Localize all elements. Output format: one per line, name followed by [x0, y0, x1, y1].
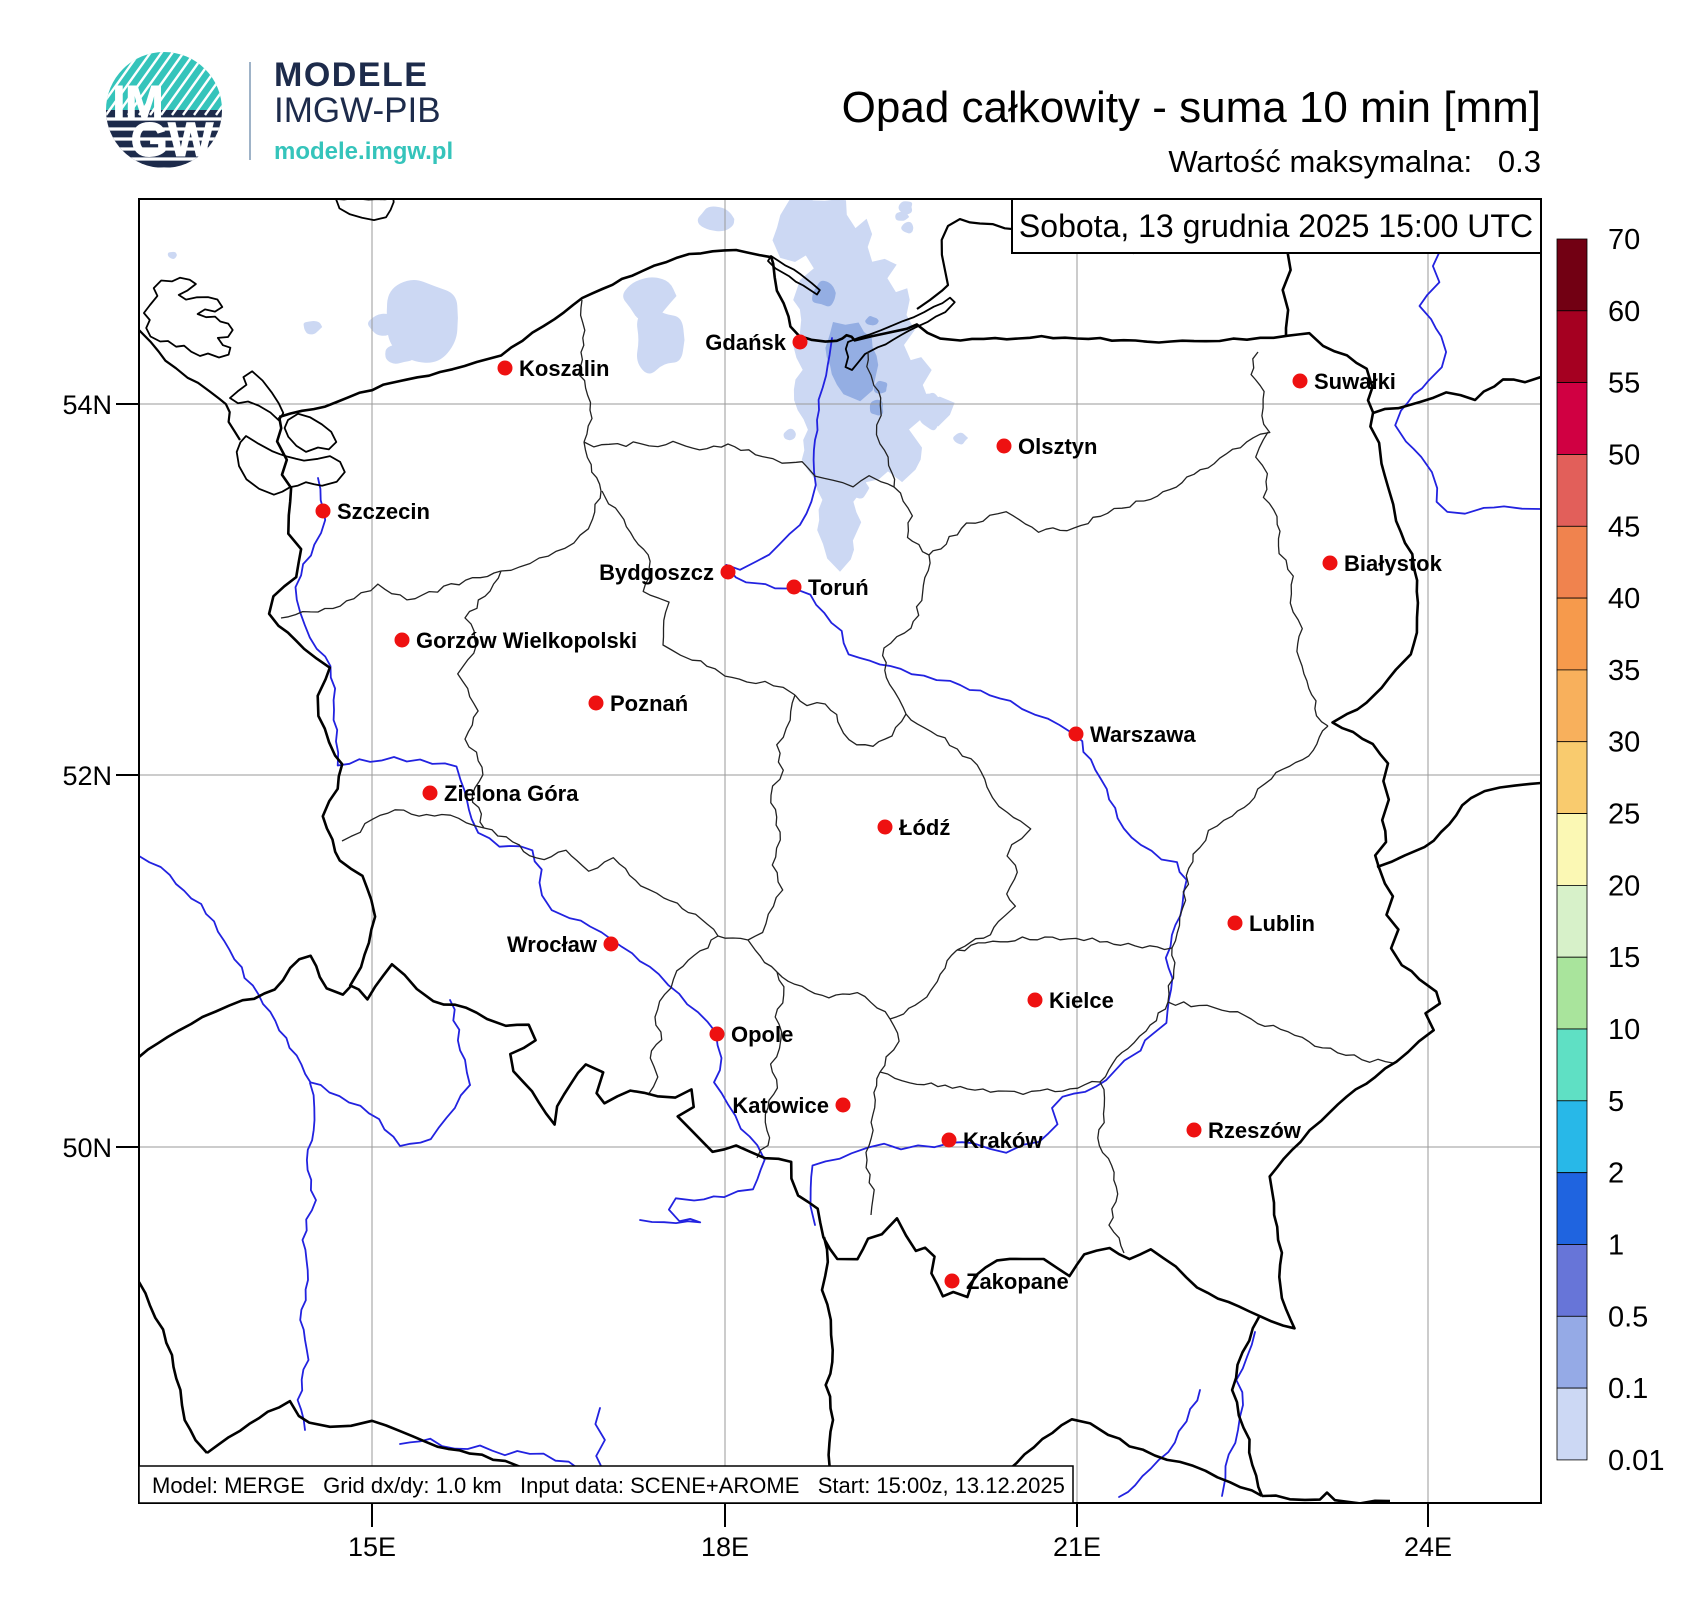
svg-text:70: 70 — [1608, 224, 1640, 256]
svg-text:20: 20 — [1608, 870, 1640, 902]
svg-text:Kraków: Kraków — [963, 1128, 1043, 1153]
svg-text:0.01: 0.01 — [1608, 1445, 1664, 1477]
svg-text:45: 45 — [1608, 511, 1640, 543]
svg-text:MODELE: MODELE — [274, 56, 428, 94]
svg-text:Sobota, 13 grudnia 2025 15:00: Sobota, 13 grudnia 2025 15:00 UTC — [1019, 208, 1533, 244]
svg-text:0.5: 0.5 — [1608, 1301, 1648, 1333]
svg-text:IM: IM — [112, 76, 163, 128]
svg-text:Koszalin: Koszalin — [519, 356, 609, 381]
svg-text:Gdańsk: Gdańsk — [705, 330, 786, 355]
svg-text:Suwałki: Suwałki — [1314, 369, 1396, 394]
svg-text:Warszawa: Warszawa — [1090, 722, 1196, 747]
svg-text:15: 15 — [1608, 942, 1640, 974]
svg-text:15E: 15E — [348, 1532, 396, 1562]
svg-text:5: 5 — [1608, 1086, 1624, 1118]
svg-text:Olsztyn: Olsztyn — [1018, 434, 1097, 459]
svg-text:25: 25 — [1608, 799, 1640, 831]
svg-text:GW: GW — [131, 114, 214, 167]
svg-text:Łódź: Łódź — [899, 815, 950, 840]
svg-text:Szczecin: Szczecin — [337, 499, 430, 524]
svg-text:Bydgoszcz: Bydgoszcz — [599, 560, 714, 585]
svg-text:10: 10 — [1608, 1014, 1640, 1046]
svg-text:40: 40 — [1608, 583, 1640, 615]
svg-text:Poznań: Poznań — [610, 691, 688, 716]
svg-text:18E: 18E — [701, 1532, 749, 1562]
svg-text:21E: 21E — [1053, 1532, 1101, 1562]
svg-text:Toruń: Toruń — [808, 575, 869, 600]
svg-text:Katowice: Katowice — [732, 1093, 829, 1118]
svg-text:Wartość maksymalna: 0.3: Wartość maksymalna: 0.3 — [1168, 144, 1541, 179]
svg-text:modele.imgw.pl: modele.imgw.pl — [274, 138, 453, 165]
svg-text:60: 60 — [1608, 296, 1640, 328]
svg-text:Opole: Opole — [731, 1022, 793, 1047]
svg-text:Zielona Góra: Zielona Góra — [444, 781, 579, 806]
svg-text:30: 30 — [1608, 727, 1640, 759]
svg-text:Lublin: Lublin — [1249, 911, 1315, 936]
svg-text:Wrocław: Wrocław — [507, 932, 598, 957]
svg-text:55: 55 — [1608, 368, 1640, 400]
svg-text:Białystok: Białystok — [1344, 551, 1443, 576]
svg-text:54N: 54N — [62, 390, 112, 420]
svg-text:1: 1 — [1608, 1230, 1624, 1262]
svg-text:Rzeszów: Rzeszów — [1208, 1118, 1302, 1143]
svg-text:Zakopane: Zakopane — [966, 1269, 1069, 1294]
svg-text:2: 2 — [1608, 1158, 1624, 1190]
svg-text:0.1: 0.1 — [1608, 1373, 1648, 1405]
svg-text:Gorzów Wielkopolski: Gorzów Wielkopolski — [416, 628, 637, 653]
svg-text:IMGW-PIB: IMGW-PIB — [274, 91, 441, 130]
svg-text:52N: 52N — [62, 761, 112, 791]
svg-text:24E: 24E — [1404, 1532, 1452, 1562]
svg-text:50: 50 — [1608, 440, 1640, 472]
svg-text:Opad całkowity - suma 10 min [: Opad całkowity - suma 10 min [mm] — [842, 83, 1541, 132]
svg-text:50N: 50N — [62, 1133, 112, 1163]
svg-text:35: 35 — [1608, 655, 1640, 687]
svg-text:Model: MERGE Grid dx/dy: 1.0: Model: MERGE Grid dx/dy: 1.0 km Input da… — [152, 1473, 1065, 1498]
svg-text:Kielce: Kielce — [1049, 988, 1114, 1013]
